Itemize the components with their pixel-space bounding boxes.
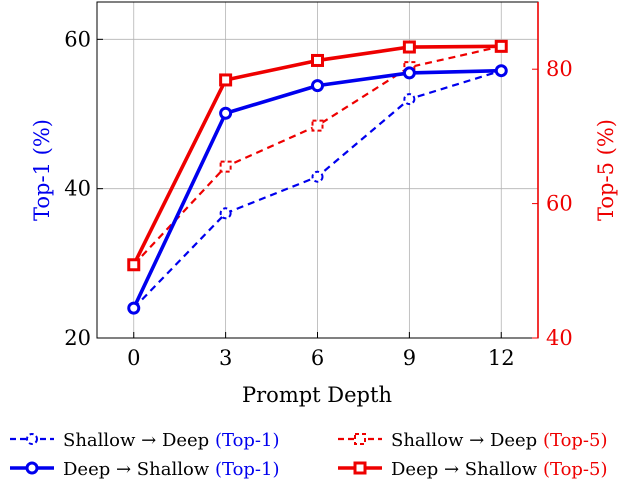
x-axis-title: Prompt Depth — [242, 383, 392, 407]
data-point — [311, 53, 324, 67]
y-left-axis-title: Top-1 (%) — [30, 119, 54, 221]
y-left-tick-label: 20 — [64, 326, 91, 350]
legend-metric: (Top-1) — [215, 459, 280, 480]
data-point — [311, 170, 324, 183]
data-point — [219, 160, 232, 173]
legend-entry-shallow-deep-top5: Shallow → Deep (Top-5) — [338, 430, 607, 451]
x-tick-label: 9 — [403, 346, 416, 370]
data-point — [402, 66, 416, 80]
legend-icon — [338, 461, 382, 475]
x-tick-label: 12 — [488, 346, 515, 370]
series-2 — [127, 64, 508, 315]
legend-icon — [338, 433, 382, 445]
right-axis: 40 60 80 — [532, 57, 573, 350]
legend-text: Deep → Shallow (Top-1) — [63, 459, 279, 480]
y-left-tick-label: 40 — [64, 177, 91, 201]
left-axis: 20 40 60 — [64, 27, 103, 350]
data-point — [494, 39, 508, 53]
legend-metric: (Top-5) — [543, 459, 608, 480]
data-point — [403, 93, 416, 106]
y-right-tick-label: 60 — [546, 192, 573, 216]
y-right-tick-label: 40 — [546, 326, 573, 350]
legend-entry-deep-shallow-top5: Deep → Shallow (Top-5) — [338, 459, 607, 480]
data-point — [311, 79, 324, 93]
y-right-title-unit: (%) — [594, 119, 618, 155]
y-right-tick-label: 80 — [546, 57, 573, 81]
legend-metric: (Top-1) — [215, 430, 280, 451]
y-right-axis-title: Top-5 (%) — [594, 119, 618, 221]
legend-metric: (Top-5) — [543, 430, 608, 451]
series-line — [132, 45, 502, 266]
legend-label: Shallow → Deep — [63, 430, 209, 451]
legend-icon — [10, 461, 54, 475]
data-point — [127, 258, 141, 272]
y-left-title-unit: (%) — [30, 119, 54, 155]
legend: Shallow → Deep (Top-1) Shallow → Deep (T… — [10, 430, 607, 480]
y-left-title-prefix: Top-1 — [30, 155, 54, 221]
data-point — [219, 73, 233, 87]
legend-text: Shallow → Deep (Top-1) — [63, 430, 279, 451]
x-tick-label: 6 — [311, 346, 324, 370]
legend-marker — [25, 461, 39, 475]
legend-label: Shallow → Deep — [391, 430, 537, 451]
data-point — [311, 119, 324, 132]
legend-marker — [354, 433, 366, 445]
legend-text: Shallow → Deep (Top-5) — [391, 430, 607, 451]
data-point — [219, 106, 233, 120]
x-axis: 0 3 6 9 12 — [127, 332, 515, 370]
legend-icon — [10, 433, 54, 445]
legend-label: Deep → Shallow — [63, 459, 210, 480]
x-tick-label: 0 — [127, 346, 140, 370]
legend-entry-deep-shallow-top1: Deep → Shallow (Top-1) — [10, 459, 279, 480]
data-point — [494, 64, 508, 78]
series-3 — [127, 39, 508, 272]
legend-label: Deep → Shallow — [391, 459, 538, 480]
x-tick-label: 3 — [219, 346, 232, 370]
y-right-title-prefix: Top-5 — [594, 155, 618, 221]
legend-marker — [26, 433, 38, 445]
data-point — [127, 301, 141, 315]
y-left-tick-label: 60 — [64, 27, 91, 51]
data-point — [402, 40, 416, 54]
legend-entry-shallow-deep-top1: Shallow → Deep (Top-1) — [10, 430, 279, 451]
legend-text: Deep → Shallow (Top-5) — [391, 459, 607, 480]
legend-marker — [353, 461, 367, 475]
data-point — [219, 207, 232, 220]
series-layer — [127, 39, 508, 315]
